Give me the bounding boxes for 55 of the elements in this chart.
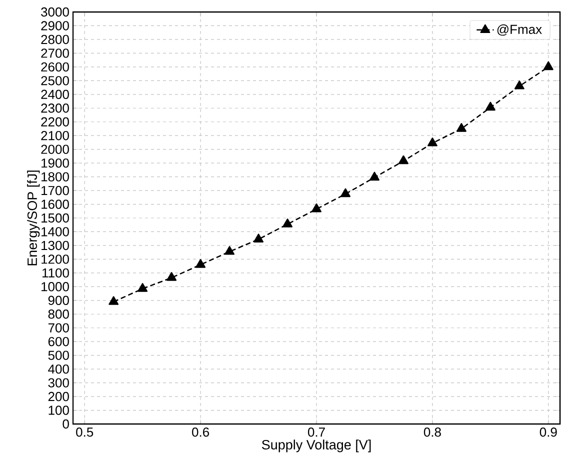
x-axis-title: Supply Voltage [V] xyxy=(262,440,371,452)
y-tick-label: 1700 xyxy=(42,186,69,196)
y-tick-label: 1900 xyxy=(42,158,69,168)
y-tick-label: 1200 xyxy=(42,254,69,264)
y-tick-label: 400 xyxy=(48,364,69,374)
y-tick-label: 1300 xyxy=(42,240,69,250)
point xyxy=(340,188,350,198)
y-tick-label: 1600 xyxy=(42,200,69,209)
x-tick-label: 0.8 xyxy=(424,428,441,437)
y-tick-label: 900 xyxy=(48,296,69,305)
y-tick-label: 2200 xyxy=(41,117,69,126)
point xyxy=(138,283,148,292)
y-tick-label: 200 xyxy=(48,392,69,402)
x-tick-label: 0.9 xyxy=(540,428,557,437)
y-tick-label: 2100 xyxy=(41,130,69,140)
point xyxy=(514,80,524,90)
y-tick-label: 2700 xyxy=(41,48,69,58)
y-tick-label: 600 xyxy=(48,336,69,346)
point xyxy=(312,203,322,212)
y-tick-label: 1400 xyxy=(42,227,69,236)
point xyxy=(398,155,408,164)
y-tick-label: 1000 xyxy=(42,282,69,292)
y-tick-label: 0 xyxy=(62,419,69,429)
x-tick-label: 0.5 xyxy=(76,428,94,437)
point xyxy=(485,102,496,111)
y-tick-label: 3000 xyxy=(41,7,69,17)
x-tick-label: 0.6 xyxy=(192,428,210,437)
point xyxy=(427,138,438,146)
y-tick-label: 2500 xyxy=(41,76,69,86)
x-tick-label: 0.7 xyxy=(308,428,325,437)
y-tick-label: 2800 xyxy=(41,34,69,44)
point xyxy=(166,272,177,281)
point xyxy=(254,234,264,242)
point xyxy=(108,296,119,305)
y-tick-label: 2000 xyxy=(41,144,69,154)
y-tick-label: 500 xyxy=(48,350,69,360)
point xyxy=(224,246,235,255)
legend-label: @Fmax xyxy=(497,24,542,36)
point xyxy=(196,259,206,268)
y-tick-label: 300 xyxy=(48,378,69,388)
point xyxy=(370,172,380,181)
y-tick-label: 700 xyxy=(48,323,69,332)
y-tick-label: 2600 xyxy=(41,62,69,72)
point xyxy=(543,61,554,70)
y-tick-label: 1100 xyxy=(42,268,69,278)
y-tick-label: 1500 xyxy=(42,213,69,223)
y-tick-label: 2900 xyxy=(41,21,69,30)
y-tick-label: 100 xyxy=(48,406,69,415)
y-tick-label: 2300 xyxy=(41,104,69,113)
y-axis-title: Energy/SOP [fJ] xyxy=(27,170,40,266)
point xyxy=(456,123,466,132)
y-tick-label: 2400 xyxy=(41,90,69,99)
point xyxy=(282,218,292,228)
y-tick-label: 1800 xyxy=(42,172,69,182)
y-tick-label: 800 xyxy=(48,310,69,319)
